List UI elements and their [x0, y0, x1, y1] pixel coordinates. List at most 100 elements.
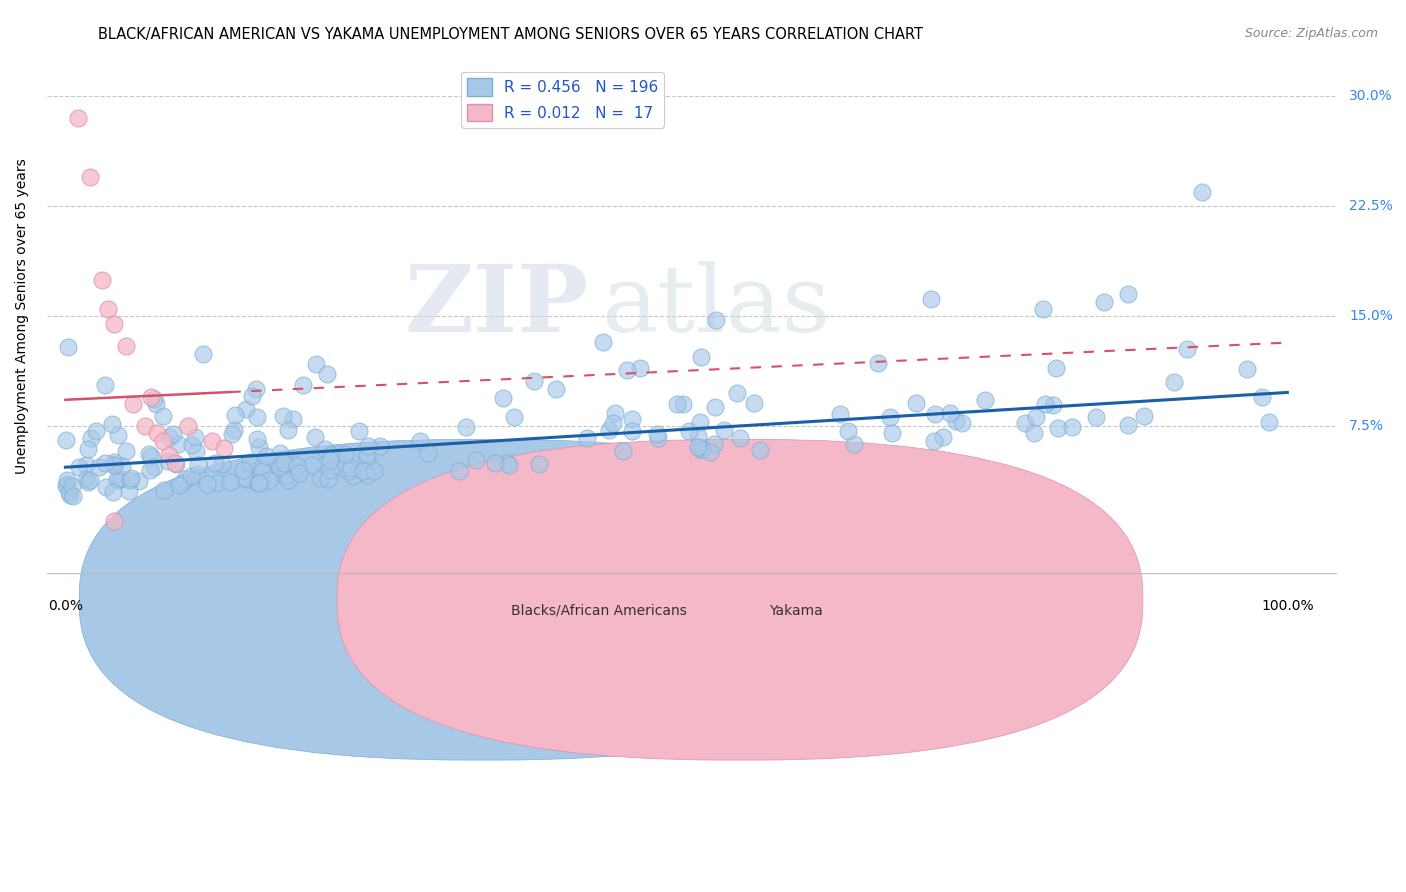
Text: ZIP: ZIP: [405, 261, 589, 351]
Point: [749, 443, 772, 458]
Point: [84, 425, 107, 439]
FancyBboxPatch shape: [337, 440, 1143, 760]
Point: [1042, 399, 1064, 413]
Point: [340, 461, 363, 475]
Point: [1045, 360, 1067, 375]
Point: [332, 460, 354, 475]
Point: [690, 442, 713, 457]
Point: [621, 412, 644, 426]
Text: Blacks/African Americans: Blacks/African Americans: [512, 604, 688, 617]
Point: [162, 427, 184, 442]
Point: [592, 335, 614, 350]
Point: [165, 456, 187, 470]
Point: [703, 437, 725, 451]
Point: [101, 417, 124, 432]
Point: [153, 483, 176, 497]
Point: [1033, 397, 1056, 411]
Point: [239, 455, 262, 469]
Point: [319, 453, 342, 467]
Point: [690, 351, 713, 365]
Point: [1032, 301, 1054, 316]
Point: [138, 447, 160, 461]
Point: [1116, 417, 1139, 432]
Point: [666, 397, 689, 411]
Point: [183, 430, 205, 444]
Point: [55, 478, 77, 492]
Point: [1025, 410, 1047, 425]
Point: [939, 406, 962, 420]
Point: [602, 416, 624, 430]
Point: [319, 448, 342, 462]
Point: [285, 458, 308, 473]
Point: [689, 442, 711, 456]
Point: [75, 472, 97, 486]
Point: [250, 465, 273, 479]
Point: [77, 442, 100, 456]
Point: [146, 426, 169, 441]
Point: [224, 408, 246, 422]
Point: [165, 457, 187, 471]
Point: [222, 423, 245, 437]
Point: [236, 472, 259, 486]
Text: 7.5%: 7.5%: [1350, 419, 1384, 434]
Point: [1046, 421, 1069, 435]
Point: [315, 367, 337, 381]
Point: [447, 464, 470, 478]
Point: [143, 392, 166, 407]
Point: [247, 441, 270, 455]
Point: [713, 423, 735, 437]
Point: [503, 410, 526, 425]
Y-axis label: Unemployment Among Seniors over 65 years: Unemployment Among Seniors over 65 years: [15, 158, 30, 474]
Point: [60, 479, 83, 493]
Point: [110, 472, 132, 486]
Point: [212, 441, 235, 455]
Point: [59, 488, 82, 502]
Point: [742, 396, 765, 410]
Point: [325, 445, 347, 459]
Point: [1251, 390, 1274, 404]
Point: [924, 407, 946, 421]
Point: [314, 442, 336, 457]
Point: [616, 363, 638, 377]
Point: [205, 475, 228, 490]
Point: [62, 489, 84, 503]
Point: [67, 459, 90, 474]
Point: [342, 468, 364, 483]
Point: [495, 456, 517, 470]
Point: [904, 396, 927, 410]
Point: [544, 382, 567, 396]
Point: [704, 313, 727, 327]
Point: [620, 425, 643, 439]
Point: [103, 455, 125, 469]
Point: [94, 456, 117, 470]
FancyBboxPatch shape: [79, 440, 884, 760]
Point: [91, 272, 114, 286]
Point: [498, 458, 520, 472]
Point: [269, 446, 291, 460]
Point: [281, 412, 304, 426]
Point: [276, 467, 298, 482]
Point: [357, 439, 380, 453]
Point: [523, 374, 546, 388]
Point: [246, 410, 269, 425]
Point: [115, 338, 138, 352]
Point: [110, 458, 132, 473]
Point: [249, 474, 271, 488]
Point: [1060, 420, 1083, 434]
Point: [828, 408, 851, 422]
Point: [269, 460, 291, 475]
Point: [598, 423, 620, 437]
Point: [527, 457, 550, 471]
Point: [145, 397, 167, 411]
Point: [612, 443, 634, 458]
Point: [79, 473, 101, 487]
Point: [139, 463, 162, 477]
Point: [118, 483, 141, 498]
Point: [186, 467, 208, 481]
Point: [1191, 185, 1213, 199]
Point: [219, 475, 242, 489]
Point: [304, 430, 326, 444]
Point: [688, 440, 710, 454]
Point: [246, 432, 269, 446]
Point: [292, 378, 315, 392]
